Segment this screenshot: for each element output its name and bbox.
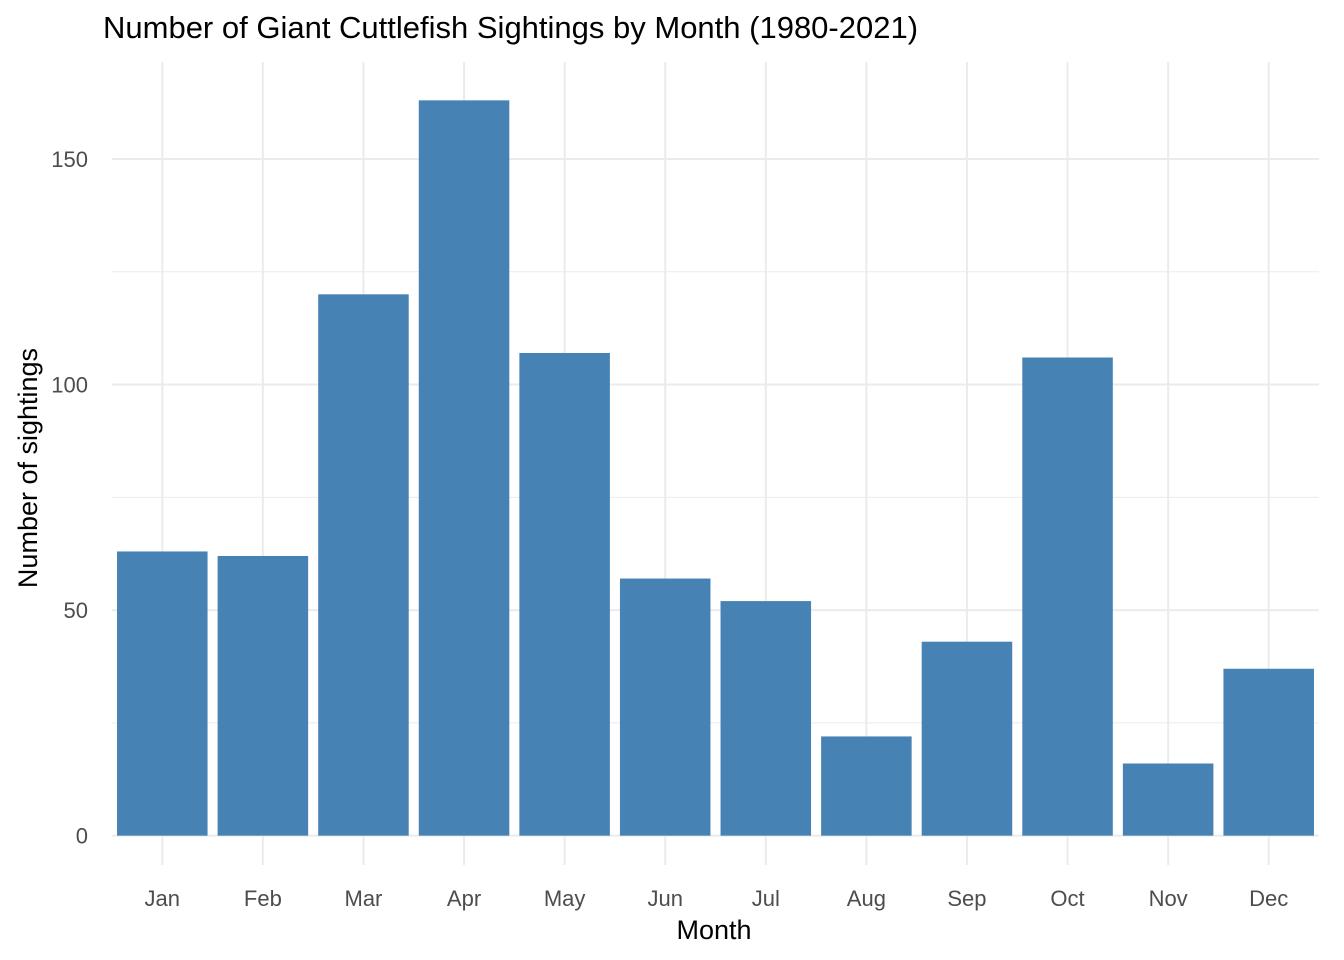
bar-mar xyxy=(318,294,409,836)
x-tick-label: Jan xyxy=(145,886,180,911)
y-axis-ticks: 0 50 100 150 xyxy=(51,147,88,849)
x-tick-label: Mar xyxy=(345,886,383,911)
x-tick-label: Jun xyxy=(647,886,682,911)
x-tick-label: Aug xyxy=(847,886,886,911)
bars xyxy=(117,100,1314,836)
y-tick-label: 0 xyxy=(76,824,88,849)
bar-dec xyxy=(1223,668,1314,836)
bar-sep xyxy=(921,641,1013,836)
x-tick-label: Dec xyxy=(1249,886,1288,911)
x-tick-label: Oct xyxy=(1050,886,1084,911)
x-tick-label: Nov xyxy=(1149,886,1188,911)
bar-jan xyxy=(117,551,208,836)
y-tick-label: 50 xyxy=(64,598,88,623)
bar-feb xyxy=(217,555,309,836)
x-tick-label: Apr xyxy=(447,886,481,911)
bar-may xyxy=(519,352,610,836)
bar-oct xyxy=(1022,357,1113,836)
bar-apr xyxy=(418,100,510,836)
y-tick-label: 150 xyxy=(51,147,88,172)
x-axis-title: Month xyxy=(676,915,751,945)
x-tick-label: May xyxy=(544,886,586,911)
chart-title: Number of Giant Cuttlefish Sightings by … xyxy=(103,10,919,45)
x-tick-label: Jul xyxy=(752,886,780,911)
y-axis-title: Number of sightings xyxy=(13,348,43,588)
bar-jun xyxy=(619,578,711,836)
bar-jul xyxy=(720,601,812,836)
x-axis-ticks: Jan Feb Mar Apr May Jun Jul Aug Sep Oct Nov Dec xyxy=(145,886,1289,911)
bar-nov xyxy=(1122,763,1214,836)
x-tick-label: Sep xyxy=(947,886,986,911)
y-tick-label: 100 xyxy=(51,373,88,398)
bar-aug xyxy=(821,736,912,836)
x-tick-label: Feb xyxy=(244,886,282,911)
